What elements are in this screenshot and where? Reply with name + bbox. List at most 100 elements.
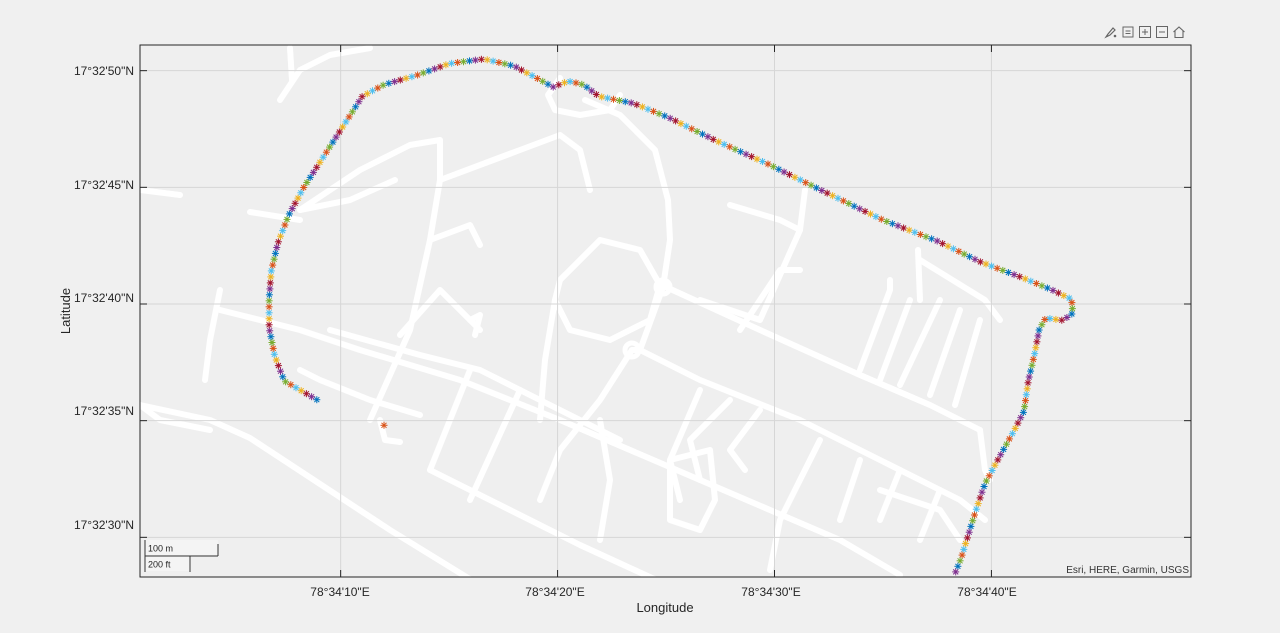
track-point xyxy=(661,112,669,120)
track-point xyxy=(742,150,750,158)
track-point xyxy=(916,231,924,238)
track-point xyxy=(769,163,777,171)
track-point xyxy=(466,57,473,65)
track-point xyxy=(867,210,874,218)
track-point xyxy=(297,387,305,395)
track-point xyxy=(335,128,343,136)
track-point xyxy=(308,393,316,401)
track-point xyxy=(1022,397,1029,405)
track-point xyxy=(1016,273,1024,281)
track-point xyxy=(342,118,350,126)
track-point xyxy=(928,235,936,243)
track-point xyxy=(358,93,366,101)
track-point xyxy=(303,179,311,186)
track-point xyxy=(1000,445,1008,453)
track-point xyxy=(471,56,479,64)
track-point xyxy=(802,179,810,187)
track-point xyxy=(971,511,978,519)
brush-icon xyxy=(1104,25,1118,44)
zoom-out-button[interactable] xyxy=(1155,25,1169,41)
track-point xyxy=(1024,379,1032,387)
track-point xyxy=(922,233,930,241)
track-point xyxy=(561,79,568,87)
track-point xyxy=(332,133,340,141)
track-point xyxy=(533,75,541,82)
track-point xyxy=(285,210,293,218)
track-point xyxy=(572,79,580,87)
track-point xyxy=(807,181,815,189)
track-point xyxy=(385,79,393,87)
track-point xyxy=(1063,314,1071,321)
track-point xyxy=(818,187,826,194)
track-point xyxy=(1008,430,1016,438)
restore-view-button[interactable] xyxy=(1121,26,1135,41)
track-point xyxy=(960,250,968,258)
track-point xyxy=(270,350,278,358)
track-point xyxy=(512,63,520,71)
track-point xyxy=(812,184,820,192)
track-point xyxy=(829,192,837,200)
track-point xyxy=(1022,391,1030,399)
track-point xyxy=(1032,344,1040,352)
track-point xyxy=(644,105,652,113)
track-point xyxy=(956,557,964,565)
track-point xyxy=(823,189,831,197)
track-point xyxy=(861,207,869,215)
track-point xyxy=(309,168,317,176)
scale-bar: 100 m 200 ft xyxy=(144,540,219,572)
track-point xyxy=(872,213,880,221)
track-point xyxy=(273,244,281,251)
track-point xyxy=(604,94,612,102)
track-point xyxy=(1028,361,1036,369)
track-point xyxy=(329,138,337,146)
x-tick-label: 78°34'10"E xyxy=(310,585,369,599)
track-point xyxy=(460,58,467,66)
track-point xyxy=(1068,310,1076,318)
track-point xyxy=(1043,284,1051,292)
track-point xyxy=(967,522,975,530)
track-point xyxy=(638,103,646,111)
track-point xyxy=(408,73,416,81)
scale-bar-imperial-label: 200 ft xyxy=(148,560,171,570)
track-point xyxy=(969,517,977,525)
track-point xyxy=(425,67,433,75)
track-point xyxy=(615,97,623,104)
roundabout-north xyxy=(653,277,673,297)
track-point xyxy=(672,117,680,125)
track-point xyxy=(297,189,305,197)
track-point xyxy=(962,540,970,548)
track-point xyxy=(294,194,302,202)
track-point xyxy=(796,176,804,184)
track-point xyxy=(677,120,685,128)
track-point xyxy=(539,77,547,85)
track-point xyxy=(283,215,291,223)
track-point xyxy=(292,384,300,392)
axes-toolbar xyxy=(1104,25,1186,44)
track-point xyxy=(888,220,896,228)
track-point xyxy=(954,562,962,570)
track-point xyxy=(583,83,591,91)
track-point xyxy=(966,253,974,261)
zoom-in-button[interactable] xyxy=(1138,25,1152,41)
track-point xyxy=(753,155,761,163)
brush-button[interactable] xyxy=(1104,25,1118,44)
track-point xyxy=(939,240,947,248)
track-point xyxy=(549,83,557,91)
gps-track xyxy=(265,55,1076,576)
track-point xyxy=(272,356,280,364)
track-point xyxy=(905,226,913,234)
track-point xyxy=(693,128,701,135)
track-point xyxy=(1014,419,1022,427)
track-point xyxy=(268,339,276,346)
home-button[interactable] xyxy=(1172,25,1186,41)
track-point xyxy=(1031,350,1039,358)
track-point xyxy=(944,242,952,250)
track-point xyxy=(501,60,509,68)
track-point xyxy=(454,59,462,66)
track-point xyxy=(274,238,282,246)
track-point xyxy=(933,237,941,245)
track-point xyxy=(688,125,696,133)
track-point xyxy=(1011,424,1019,432)
track-point xyxy=(1034,332,1042,340)
track-point xyxy=(277,367,284,375)
